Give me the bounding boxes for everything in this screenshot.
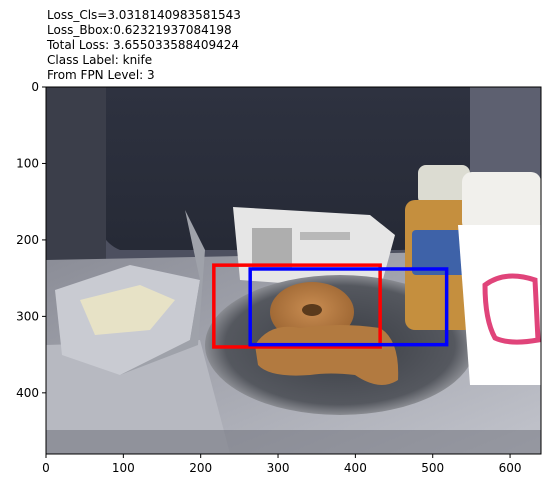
axes-frame xyxy=(45,86,542,455)
x-tick-label: 600 xyxy=(499,461,522,475)
y-tick-label: 400 xyxy=(16,386,39,400)
blue-bounding-box xyxy=(248,267,449,347)
y-tick-label: 0 xyxy=(31,80,39,94)
x-tick-label: 400 xyxy=(344,461,367,475)
bounding-boxes xyxy=(212,263,449,349)
x-tick-label: 500 xyxy=(421,461,444,475)
x-tick-label: 300 xyxy=(267,461,290,475)
y-axis: 0 100 200 300 400 xyxy=(16,80,46,400)
x-tick-label: 0 xyxy=(42,461,50,475)
class-label-text: Class Label: knife xyxy=(47,53,153,67)
y-tick-label: 100 xyxy=(16,156,39,170)
loss-bbox-text: Loss_Bbox:0.62321937084198 xyxy=(47,23,232,37)
red-bounding-box xyxy=(212,263,382,349)
x-tick-label: 100 xyxy=(112,461,135,475)
y-tick-label: 200 xyxy=(16,233,39,247)
x-tick-label: 200 xyxy=(189,461,212,475)
loss-cls-text: Loss_Cls=3.0318140983581543 xyxy=(47,8,241,22)
fpn-level-text: From FPN Level: 3 xyxy=(47,68,155,82)
total-loss-text: Total Loss: 3.655033588409424 xyxy=(47,38,239,52)
y-tick-label: 300 xyxy=(16,309,39,323)
title-block: Loss_Cls=3.0318140983581543 Loss_Bbox:0.… xyxy=(47,8,241,83)
x-axis: 0 100 200 300 400 500 600 xyxy=(42,454,522,475)
